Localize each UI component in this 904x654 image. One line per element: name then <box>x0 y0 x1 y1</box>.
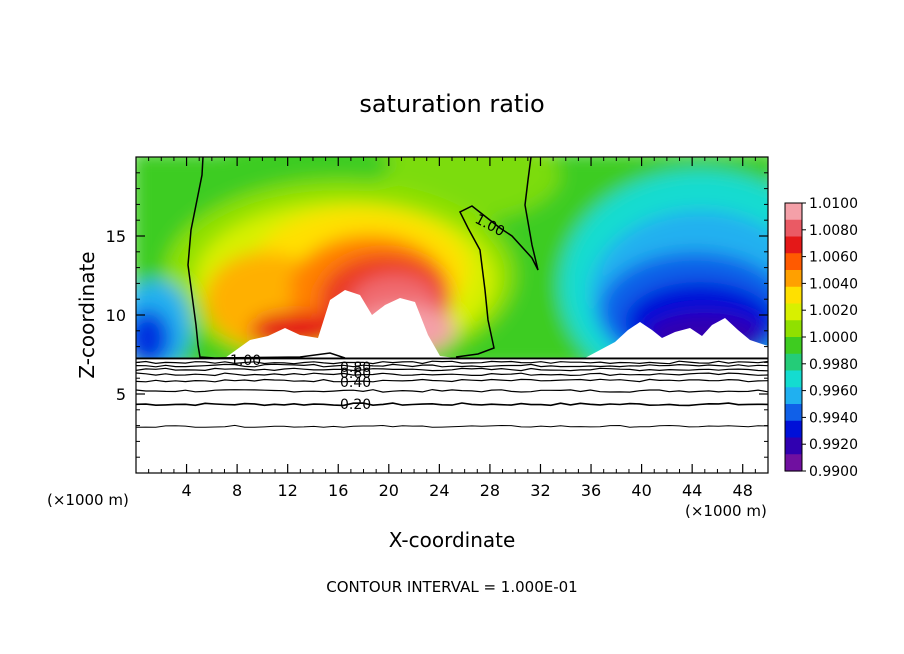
colorbar-swatch <box>785 387 802 405</box>
contour-lines <box>136 357 768 428</box>
contour-line-1 <box>136 388 768 393</box>
colorbar-label: 1.0040 <box>809 276 858 292</box>
y-tick-label: 10 <box>106 306 126 325</box>
x-tick-label: 16 <box>328 481 348 500</box>
y-tick-label: 5 <box>116 385 126 404</box>
colorbar-label: 1.0000 <box>809 330 858 346</box>
colorbar-swatch <box>785 320 802 338</box>
plot-area <box>136 157 768 473</box>
colorbar-label: 1.0020 <box>809 303 858 319</box>
contour-label: 0.60 <box>340 366 371 382</box>
colorbar-swatch <box>785 286 802 305</box>
colorbar-swatch <box>785 219 802 238</box>
x-tick-label: 4 <box>181 481 191 500</box>
contour-label: 1.00 <box>230 353 261 369</box>
colorbar-swatch <box>785 370 802 388</box>
colorbar-label: 0.9920 <box>809 437 858 453</box>
colorbar-swatch <box>785 303 802 321</box>
colorbar-swatch <box>785 454 802 472</box>
colorbar-swatch <box>785 253 802 271</box>
colorbar-label: 0.9980 <box>809 357 858 373</box>
x-unit-left: (×1000 m) <box>47 491 129 509</box>
colorbar-label: 0.9960 <box>809 384 858 400</box>
colorbar-label: 1.0100 <box>809 196 858 212</box>
x-tick-label: 40 <box>631 481 651 500</box>
contour-label: 0.80 <box>340 360 371 376</box>
contour-interval: CONTOUR INTERVAL = 1.000E-01 <box>326 578 577 596</box>
colorbar-swatch <box>785 270 802 288</box>
x-tick-label: 36 <box>581 481 601 500</box>
contour-line-6 <box>136 360 768 365</box>
colorbar-label: 0.9900 <box>809 464 858 480</box>
colorbar-swatch <box>785 337 802 355</box>
x-tick-label: 48 <box>733 481 753 500</box>
colorbar-label: 0.9940 <box>809 410 858 426</box>
x-tick-label: 24 <box>429 481 449 500</box>
contour-line-4 <box>136 367 768 372</box>
contour-label: 0.40 <box>340 375 371 391</box>
colorbar-label: 1.0060 <box>809 250 858 266</box>
contour-line-0 <box>136 402 768 407</box>
colorbar-swatch <box>785 353 802 372</box>
colorbar: 1.0100 1.0080 1.0060 1.0040 1.0020 1.0000 0.99… <box>784 196 858 480</box>
x-tick-label: 20 <box>379 481 399 500</box>
x-axis-label: X-coordinate <box>389 528 516 552</box>
x-axis: 4 8 12 16 20 24 28 32 36 40 44 48 <box>148 157 756 500</box>
chart-title: saturation ratio <box>359 90 544 118</box>
colorbar-swatch <box>785 203 802 221</box>
colorbar-swatch <box>785 420 802 439</box>
colorbar-swatch <box>785 236 802 254</box>
x-tick-label: 28 <box>480 481 500 500</box>
contour-line-5 <box>136 363 768 368</box>
x-unit-right: (×1000 m) <box>685 502 767 520</box>
contour-line-3 <box>136 372 768 377</box>
x-tick-label: 44 <box>682 481 702 500</box>
contour-1.00-center <box>455 157 539 358</box>
y-axis: 5 10 15 <box>106 172 768 458</box>
colorbar-swatch <box>785 437 802 455</box>
x-tick-label: 12 <box>278 481 298 500</box>
y-tick-label: 15 <box>106 227 126 246</box>
x-tick-label: 8 <box>232 481 242 500</box>
contour-1.00-left <box>187 157 346 359</box>
x-tick-label: 32 <box>530 481 550 500</box>
y-axis-label: Z-coordinate <box>75 251 99 378</box>
contour-label: 0.20 <box>340 397 371 413</box>
contour-line-low <box>136 424 768 428</box>
colorbar-label: 1.0080 <box>809 223 858 239</box>
contour-line-2 <box>136 378 768 383</box>
colorbar-swatch <box>785 404 802 422</box>
